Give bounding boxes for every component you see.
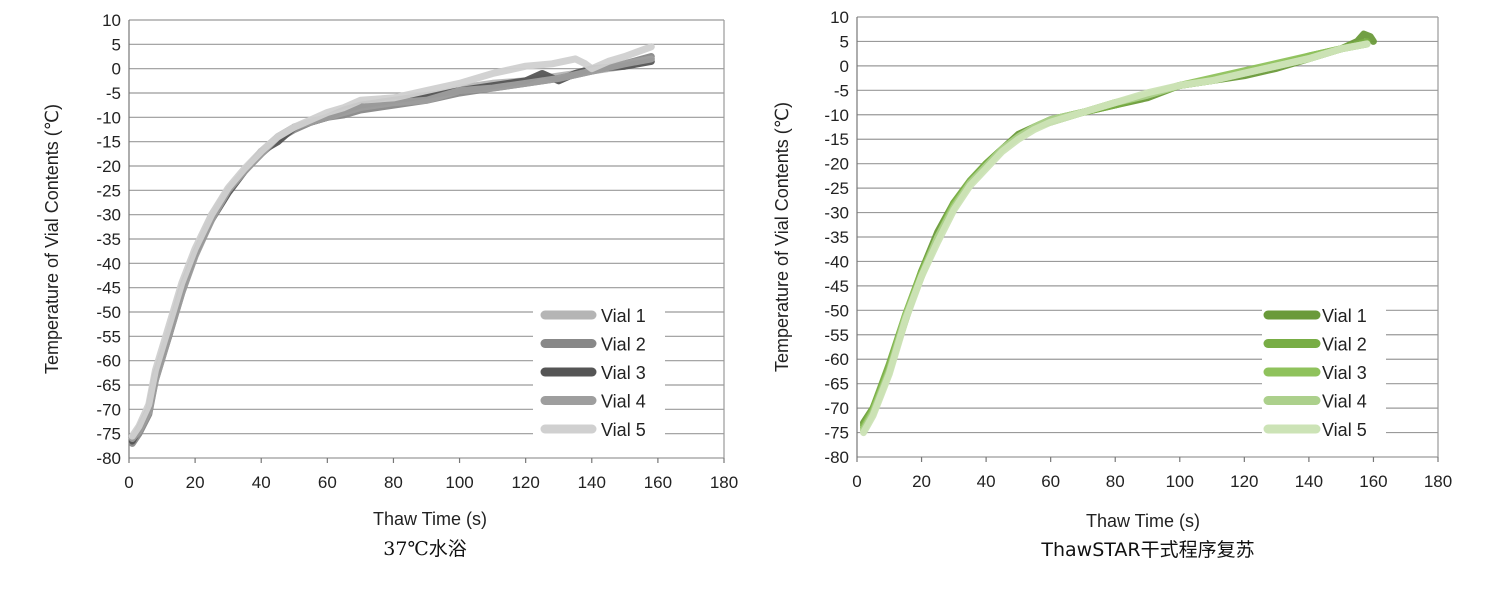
y-tick-label: -55: [824, 326, 849, 345]
y-tick-label: 5: [840, 32, 849, 51]
chart-caption: 37℃水浴: [383, 538, 466, 560]
y-tick-label: -55: [96, 327, 121, 346]
y-tick-label: -75: [96, 425, 121, 444]
chart-water-bath: 10 5 0 -5 -10 -15 -20 -25 -30 -35 -40 -45 -50 -55 -60 -…: [42, 11, 738, 560]
x-tick-label: 20: [186, 473, 205, 492]
y-tick-label: -25: [824, 179, 849, 198]
y-tick-label: -80: [96, 449, 121, 468]
x-tick-label: 60: [1041, 472, 1060, 491]
y-tick-label: -35: [824, 228, 849, 247]
legend-entry: Vial 1: [601, 306, 646, 326]
y-tick-label: -20: [96, 157, 121, 176]
y-tick-label: -80: [824, 448, 849, 467]
x-tick-label: 160: [1359, 472, 1387, 491]
y-axis-label: Temperature of Vial Contents (℃): [42, 104, 62, 374]
x-tick-label: 40: [252, 473, 271, 492]
x-tick-label: 180: [1424, 472, 1452, 491]
y-tick-label: 0: [840, 57, 849, 76]
y-tick-label: -40: [96, 254, 121, 273]
legend-entry: Vial 1: [1322, 306, 1367, 326]
y-tick-label: -45: [96, 279, 121, 298]
legend-entry: Vial 3: [601, 363, 646, 383]
y-tick-label: -60: [824, 350, 849, 369]
legend-entry: Vial 5: [601, 420, 646, 440]
x-tick-label: 80: [1106, 472, 1125, 491]
y-tick-label: -10: [96, 108, 121, 127]
x-tick-label: 60: [318, 473, 337, 492]
x-tick-label: 80: [384, 473, 403, 492]
x-tick-label: 0: [852, 472, 861, 491]
y-tick-label: -20: [824, 155, 849, 174]
x-tick-label: 20: [912, 472, 931, 491]
y-tick-label: -35: [96, 230, 121, 249]
y-tick-label: -25: [96, 181, 121, 200]
legend-entry: Vial 4: [601, 392, 646, 412]
x-tick-label: 100: [445, 473, 473, 492]
y-tick-label: 5: [112, 35, 121, 54]
y-tick-label: -15: [824, 130, 849, 149]
x-tick-label: 100: [1166, 472, 1194, 491]
y-tick-label: 10: [102, 11, 121, 30]
x-tick-label: 120: [511, 473, 539, 492]
y-axis-label: Temperature of Vial Contents (℃): [772, 102, 792, 372]
y-tick-label: -65: [824, 375, 849, 394]
x-tick-label: 140: [1295, 472, 1323, 491]
chart-caption: ThawSTAR干式程序复苏: [1040, 539, 1254, 561]
y-tick-label: -30: [96, 206, 121, 225]
y-tick-label: 10: [830, 8, 849, 27]
x-tick-label: 160: [644, 473, 672, 492]
x-tick-label: 120: [1230, 472, 1258, 491]
y-tick-label: -50: [96, 303, 121, 322]
y-tick-label: -45: [824, 277, 849, 296]
x-axis-label: Thaw Time (s): [1086, 511, 1200, 531]
x-tick-label: 0: [124, 473, 133, 492]
x-tick-label: 180: [710, 473, 738, 492]
y-tick-label: -65: [96, 376, 121, 395]
y-tick-label: -70: [824, 399, 849, 418]
x-tick-label: 140: [578, 473, 606, 492]
x-axis-label: Thaw Time (s): [373, 509, 487, 529]
y-tick-label: -70: [96, 400, 121, 419]
series-line-vial-5: [128, 43, 655, 440]
y-tick-label: -10: [824, 106, 849, 125]
series-line-vial-5: [860, 40, 1371, 437]
legend-entry: Vial 2: [1322, 335, 1367, 355]
chart-thawstar: 10 5 0 -5 -10 -15 -20 -25 -30 -35 -40 -45 -50 -55 -60 -…: [772, 8, 1452, 561]
y-tick-label: -60: [96, 352, 121, 371]
legend-entry: Vial 2: [601, 335, 646, 355]
legend-entry: Vial 3: [1322, 363, 1367, 383]
x-tick-label: 40: [977, 472, 996, 491]
y-tick-label: -40: [824, 252, 849, 271]
y-tick-label: -30: [824, 204, 849, 223]
y-tick-label: -50: [824, 301, 849, 320]
y-tick-label: -75: [824, 424, 849, 443]
y-tick-label: -5: [834, 81, 849, 100]
legend-entry: Vial 5: [1322, 420, 1367, 440]
legend-entry: Vial 4: [1322, 392, 1367, 412]
y-tick-label: 0: [112, 60, 121, 79]
y-tick-label: -15: [96, 133, 121, 152]
y-tick-label: -5: [106, 84, 121, 103]
